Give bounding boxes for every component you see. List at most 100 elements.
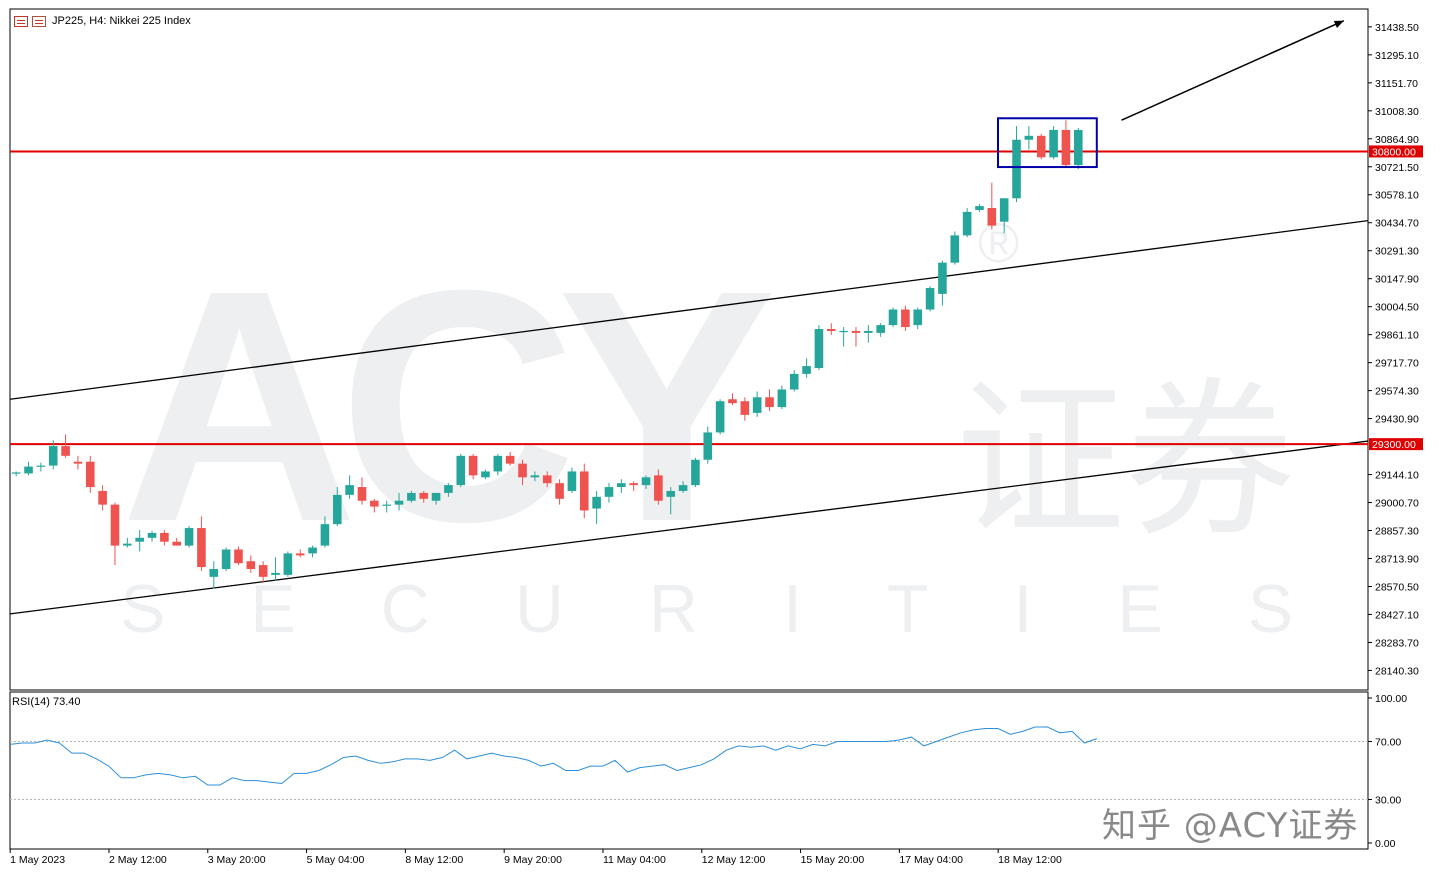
candle-body — [283, 553, 293, 575]
candle-body — [654, 475, 663, 501]
channel-line — [10, 440, 1368, 615]
candle-body — [493, 455, 503, 472]
candle-body — [308, 547, 317, 554]
candle-body — [382, 504, 391, 506]
candle-body — [505, 455, 515, 464]
candle-body — [925, 288, 935, 310]
candle-body — [1036, 135, 1046, 158]
plot-area — [10, 20, 1368, 615]
x-tick-label: 11 May 04:00 — [603, 854, 666, 866]
candle-body — [579, 471, 589, 511]
candle-body — [777, 389, 787, 408]
rsi-tick-label: 70.00 — [1375, 737, 1401, 749]
candle-body — [715, 401, 725, 433]
candle-body — [752, 397, 762, 413]
watermark-sub: SECURITIES — [120, 571, 1378, 647]
y-tick-label: 30291.30 — [1375, 246, 1419, 258]
candle-body — [234, 549, 243, 564]
rsi-tick-label: 0.00 — [1375, 838, 1396, 850]
level-price-label: 30800.00 — [1372, 146, 1416, 158]
consolidation-box — [997, 117, 1098, 169]
candle-body — [160, 532, 169, 542]
rsi-label: RSI(14) 73.40 — [12, 696, 81, 708]
x-tick-label: 17 May 04:00 — [899, 854, 963, 866]
candle-body — [98, 490, 107, 505]
candle-body — [888, 309, 898, 326]
candle-body — [184, 528, 194, 546]
y-tick-label: 29144.10 — [1375, 470, 1419, 482]
candle-body — [48, 446, 58, 466]
y-tick-label: 30434.70 — [1375, 218, 1419, 230]
y-tick-label: 29000.70 — [1375, 498, 1419, 510]
chart-window-icon[interactable] — [32, 15, 46, 27]
x-tick-label: 5 May 04:00 — [307, 854, 365, 866]
y-tick-label: 31438.50 — [1375, 22, 1419, 34]
y-tick-label: 28283.70 — [1375, 637, 1419, 649]
y-tick-label: 30578.10 — [1375, 190, 1419, 202]
level-price-tag — [1369, 145, 1423, 158]
candle-body — [444, 485, 453, 493]
candle-body — [975, 206, 984, 210]
rsi-tick-label: 30.00 — [1375, 795, 1401, 807]
candle-body — [394, 500, 404, 505]
candle-body — [481, 471, 490, 478]
candle-body — [419, 492, 429, 499]
candle-body — [851, 330, 861, 333]
candle-body — [357, 487, 367, 501]
y-tick-label: 30864.90 — [1375, 134, 1419, 146]
candle-body — [728, 399, 737, 404]
candle-body — [295, 553, 305, 556]
rsi-tick-label: 100.00 — [1375, 693, 1407, 705]
candle-body — [962, 211, 972, 236]
candle-body — [123, 543, 132, 546]
candle-body — [271, 572, 280, 575]
y-tick-label: 29430.90 — [1375, 414, 1419, 426]
candle-body — [221, 549, 231, 570]
candle-body — [172, 541, 182, 546]
candle-body — [135, 537, 144, 542]
candle-body — [703, 432, 713, 460]
rsi-line — [9, 726, 1097, 786]
candle-body — [1024, 135, 1034, 140]
candle-body — [258, 565, 268, 577]
candle-body — [530, 475, 540, 478]
candle-body — [617, 483, 626, 488]
footer-watermark: 知乎 @ACY证券 — [1102, 806, 1359, 846]
main-plot-frame — [9, 8, 1369, 691]
candle-body — [691, 459, 700, 486]
candle-body — [246, 561, 256, 570]
candle-body — [814, 329, 824, 369]
watermark-cn: 证券 — [955, 367, 1295, 557]
candle-body — [826, 329, 836, 331]
y-tick-label: 31008.30 — [1375, 106, 1419, 118]
symbol-title: JP225, H4: Nikkei 225 Index — [52, 15, 191, 27]
candle-body — [950, 235, 960, 263]
candle-body — [85, 461, 95, 488]
candle-body — [320, 524, 330, 546]
y-tick-label: 28140.30 — [1375, 665, 1419, 677]
candle-body — [24, 466, 33, 474]
y-tick-label: 31295.10 — [1375, 50, 1419, 62]
watermark-logo: ACY — [120, 221, 773, 590]
y-tick-label: 28570.50 — [1375, 581, 1419, 593]
x-tick-label: 9 May 20:00 — [504, 854, 562, 866]
x-tick-label: 1 May 2023 — [10, 854, 65, 866]
y-tick-label: 28857.30 — [1375, 526, 1419, 538]
candle-body — [431, 492, 441, 501]
level-price-label: 29300.00 — [1372, 439, 1416, 451]
candle-body — [1061, 129, 1071, 166]
y-tick-label: 30004.50 — [1375, 302, 1419, 314]
candle-body — [999, 198, 1009, 222]
watermark-registered: ® — [978, 211, 1019, 274]
candle-body — [765, 397, 774, 408]
symbol-list-icon[interactable] — [14, 15, 28, 27]
x-tick-label: 8 May 12:00 — [405, 854, 463, 866]
candle-body — [901, 309, 910, 328]
candle-body — [629, 483, 638, 486]
trend-arrow-line — [1121, 20, 1345, 121]
candle-body — [789, 373, 799, 390]
candle-body — [542, 475, 552, 484]
candle-body — [678, 485, 688, 491]
x-tick-label: 18 May 12:00 — [998, 854, 1062, 866]
